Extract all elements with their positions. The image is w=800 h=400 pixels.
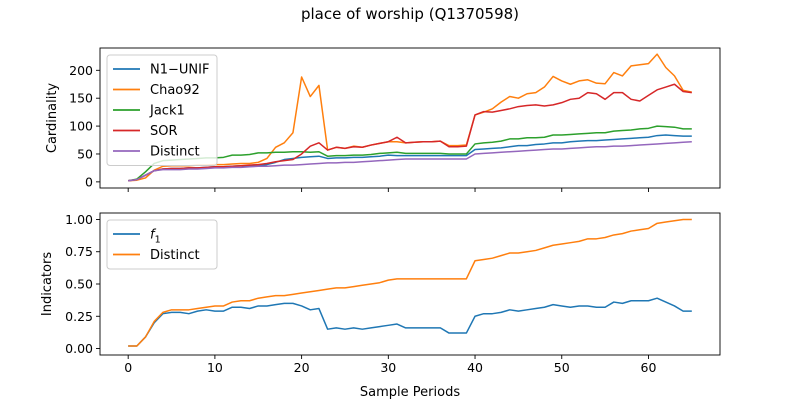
legend-label-n1-unif: N1−UNIF: [150, 63, 209, 78]
legend: N1−UNIF Chao92 Jack1 SOR Distinct: [106, 54, 218, 166]
legend-box: [106, 54, 218, 166]
legend-label-distinct: Distinct: [150, 145, 200, 160]
y-tick-label: 0.00: [65, 341, 93, 356]
cardinality-panel: 0 50 100 150 200 Cardinality N1−UNIF Chao92 Jack…: [45, 47, 721, 192]
legend-label-sor: SOR: [150, 124, 178, 139]
y-tick-label: 0.50: [65, 277, 93, 292]
y-tick-label: 150: [69, 91, 93, 106]
chart-title: place of worship (Q1370598): [301, 5, 519, 23]
y-tick-label: 0: [85, 174, 93, 189]
legend-box: [106, 219, 218, 270]
series-line-jack1: [128, 125, 692, 182]
y-axis-label: Indicators: [40, 252, 55, 316]
x-tick-label: 60: [641, 360, 657, 375]
series-line-f1: [128, 297, 692, 347]
indicators-panel: 0 10 20 30 40 50 60 0.00 0.25 0.50 0.75 1.00 Indicat…: [40, 212, 721, 375]
legend-label-f1: f1: [150, 228, 161, 246]
x-axis-label: Sample Periods: [360, 385, 460, 400]
x-tick-label: 0: [124, 360, 132, 375]
legend: f1 Distinct: [106, 219, 218, 270]
y-axis-label: Cardinality: [45, 83, 60, 154]
x-tick-label: 50: [554, 360, 570, 375]
series-line-sor: [128, 83, 692, 182]
y-tick-label: 100: [69, 119, 93, 134]
y-tick-label: 0.25: [65, 309, 93, 324]
legend-label-chao92: Chao92: [150, 83, 200, 98]
x-tick-label: 30: [380, 360, 396, 375]
y-tick-label: 1.00: [65, 212, 93, 227]
y-tick-label: 200: [69, 63, 93, 78]
x-tick-label: 20: [294, 360, 310, 375]
series-line-distinct: [128, 140, 692, 182]
legend-label-jack1: Jack1: [149, 104, 185, 119]
x-tick-label: 40: [467, 360, 483, 375]
legend-label-distinct: Distinct: [150, 248, 200, 263]
x-tick-label: 10: [207, 360, 223, 375]
plot-frame: [99, 47, 721, 189]
series-line-distinct: [128, 218, 692, 347]
y-tick-label: 0.75: [65, 244, 93, 259]
y-tick-label: 50: [77, 146, 93, 161]
